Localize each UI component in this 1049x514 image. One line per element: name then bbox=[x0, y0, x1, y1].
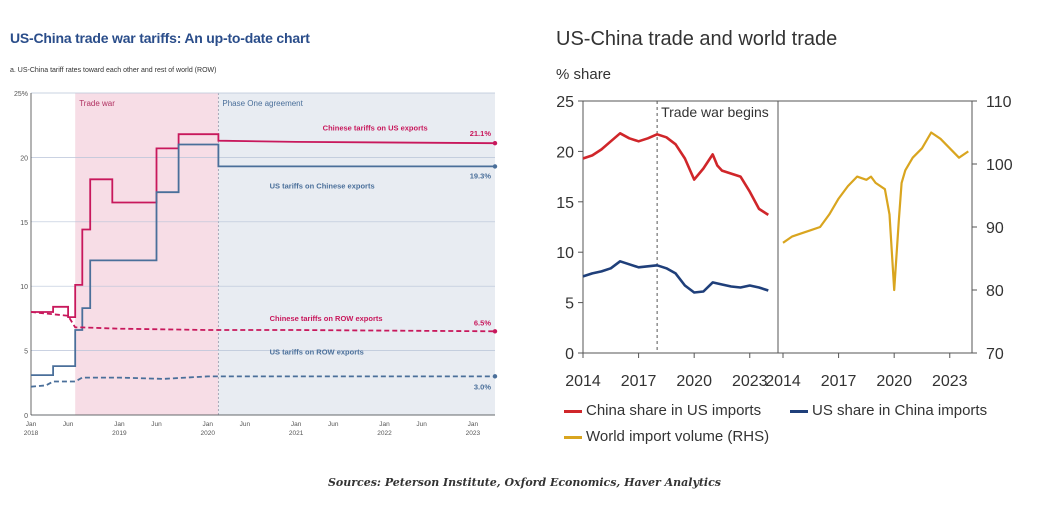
legend-item-us-share: US share in China imports bbox=[790, 402, 987, 419]
x-tick-year: 2020 bbox=[201, 430, 216, 437]
left-chart-panel: US-China trade war tariffs: An up-to-dat… bbox=[0, 0, 520, 460]
trade-war-label: Trade war begins bbox=[661, 104, 769, 120]
legend-swatch bbox=[564, 409, 582, 413]
y2-tick-label: 110 bbox=[986, 94, 1012, 111]
legend-item-world-import: World import volume (RHS) bbox=[564, 428, 769, 445]
x-tick-label: Jun bbox=[63, 421, 74, 428]
series-end-label-2: 6.5% bbox=[474, 318, 491, 327]
source-note: Sources: Peterson Institute, Oxford Econ… bbox=[327, 476, 722, 489]
series-end-dot-2 bbox=[492, 329, 498, 334]
x-tick-label: Jun bbox=[328, 421, 339, 428]
x-tick-year: 2018 bbox=[24, 430, 39, 437]
legend-label: World import volume (RHS) bbox=[586, 428, 770, 445]
band-label-0: Trade war bbox=[79, 99, 115, 108]
series-line-3 bbox=[30, 375, 495, 388]
y2-tick-label: 90 bbox=[986, 220, 1004, 237]
left-chart-title: US-China trade war tariffs: An up-to-dat… bbox=[10, 30, 310, 46]
x-tick-year: 2022 bbox=[377, 430, 392, 437]
y-tick-label: 25% bbox=[14, 91, 28, 98]
x2-tick-label: 2017 bbox=[821, 373, 857, 390]
y2-tick-label: 100 bbox=[986, 157, 1013, 174]
right-chart-ylabel: % share bbox=[556, 66, 612, 83]
legend-item-china-share: China share in US imports bbox=[564, 402, 761, 419]
y-tick-label: 10 bbox=[556, 245, 574, 262]
series-line-2 bbox=[30, 311, 496, 333]
left-chart-subtitle: a. US-China tariff rates toward each oth… bbox=[10, 67, 217, 74]
y-tick-label: 20 bbox=[556, 144, 574, 161]
x-tick-label: Jan bbox=[114, 421, 125, 428]
series-label-1: US tariffs on Chinese exports bbox=[270, 181, 375, 190]
band-1 bbox=[218, 93, 495, 415]
right-chart-svg: 0 5 10 15 20 25 70 80 90 100 110 2014 2014 2017 2017 20… bbox=[556, 94, 1013, 390]
y-tick-label: 10 bbox=[20, 284, 28, 291]
series-line-0 bbox=[31, 133, 496, 319]
world-import-line bbox=[782, 131, 969, 292]
legend-label: US share in China imports bbox=[812, 402, 988, 419]
series-line-1 bbox=[31, 143, 495, 377]
legend-label: China share in US imports bbox=[586, 402, 762, 419]
x-tick-year: 2021 bbox=[289, 430, 304, 437]
x-tick-label: 2014 bbox=[565, 373, 601, 390]
right-chart-panel: US-China trade and world trade % share 0… bbox=[528, 0, 1049, 460]
series-label-3: US tariffs on ROW exports bbox=[270, 347, 364, 356]
y-tick-label: 0 bbox=[565, 346, 574, 363]
x-tick-label: Jun bbox=[416, 421, 427, 428]
x-tick-label: Jan bbox=[26, 421, 37, 428]
x-tick-label: Jun bbox=[151, 421, 162, 428]
y-tick-label: 5 bbox=[565, 296, 574, 313]
x2-tick-label: 2014 bbox=[765, 373, 801, 390]
x-tick-year: 2023 bbox=[466, 430, 481, 437]
x-tick-label: Jun bbox=[240, 421, 251, 428]
right-series-line-1 bbox=[582, 259, 769, 294]
y-tick-label: 25 bbox=[556, 94, 574, 111]
x-tick-label: Jan bbox=[291, 421, 302, 428]
y-tick-label: 15 bbox=[20, 220, 28, 227]
series-end-dot-1 bbox=[492, 164, 498, 169]
series-label-2: Chinese tariffs on ROW exports bbox=[270, 314, 383, 323]
x-tick-label: Jan bbox=[203, 421, 214, 428]
series-end-dot-0 bbox=[492, 141, 498, 146]
x-tick-label: 2020 bbox=[676, 373, 712, 390]
legend-swatch bbox=[564, 435, 582, 439]
left-chart-svg: Trade war Phase One agreement 0 5 10 15 20 25% J… bbox=[14, 91, 498, 437]
y2-tick-label: 80 bbox=[986, 283, 1004, 300]
x-tick-label: 2023 bbox=[732, 373, 768, 390]
x-tick-label: Jan bbox=[468, 421, 479, 428]
right-chart-title: US-China trade and world trade bbox=[556, 28, 838, 50]
series-end-label-3: 3.0% bbox=[474, 382, 491, 391]
x2-tick-label: 2020 bbox=[876, 373, 912, 390]
x2-tick-label: 2023 bbox=[932, 373, 968, 390]
y-tick-label: 15 bbox=[556, 195, 574, 212]
series-label-0: Chinese tariffs on US exports bbox=[323, 123, 428, 132]
band-0 bbox=[75, 93, 219, 415]
series-end-label-1: 19.3% bbox=[470, 171, 492, 180]
x-tick-label: Jan bbox=[379, 421, 390, 428]
y-tick-label: 20 bbox=[20, 155, 28, 162]
legend-swatch bbox=[790, 409, 808, 413]
right-series-line-0 bbox=[582, 132, 770, 216]
x-tick-year: 2019 bbox=[112, 430, 127, 437]
x-tick-label: 2017 bbox=[621, 373, 657, 390]
y-tick-label: 0 bbox=[24, 413, 28, 420]
band-label-1: Phase One agreement bbox=[222, 99, 303, 108]
series-end-label-0: 21.1% bbox=[470, 129, 492, 138]
y-tick-label: 5 bbox=[24, 349, 28, 356]
y2-tick-label: 70 bbox=[986, 346, 1004, 363]
series-end-dot-3 bbox=[492, 374, 498, 379]
